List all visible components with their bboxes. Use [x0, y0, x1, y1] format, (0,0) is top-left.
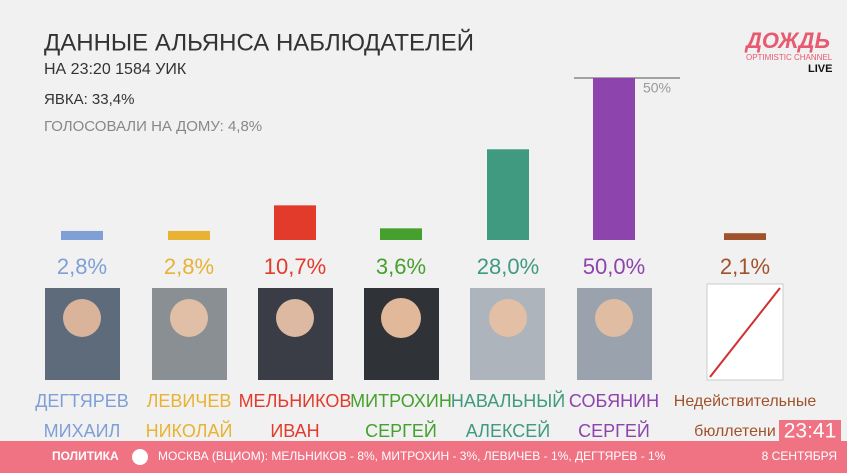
- ticker-date: 8 СЕНТЯБРЯ: [762, 449, 837, 463]
- category-label: НИКОЛАЙ: [146, 420, 233, 441]
- turnout: ЯВКА: 33,4%: [44, 91, 134, 108]
- category-label: ДЕГТЯРЕВ: [35, 391, 129, 411]
- ballot-cross: [709, 287, 781, 378]
- value-label: 28,0%: [477, 254, 539, 279]
- value-label: 2,8%: [164, 254, 214, 279]
- photo-face: [63, 299, 101, 337]
- ticker-section: ПОЛИТИКА: [52, 449, 119, 463]
- bar: [274, 205, 316, 240]
- category-label: бюллетени: [694, 423, 776, 440]
- home-vote: ГОЛОСОВАЛИ НА ДОМУ: 4,8%: [44, 118, 262, 135]
- bar: [61, 230, 103, 240]
- value-label: 3,6%: [376, 254, 426, 279]
- category-label: ЛЕВИЧЕВ: [147, 391, 232, 411]
- bar: [593, 78, 635, 240]
- value-label: 10,7%: [264, 254, 326, 279]
- photo-face: [276, 299, 314, 337]
- value-label: 50,0%: [583, 254, 645, 279]
- category-label: СЕРГЕЙ: [578, 420, 650, 441]
- category-label: МИТРОХИН: [350, 391, 452, 411]
- bar: [724, 233, 766, 240]
- logo: ДОЖДЬ: [744, 28, 830, 53]
- ticker-text: МОСКВА (ВЦИОМ): МЕЛЬНИКОВ - 8%, МИТРОХИН…: [158, 449, 666, 463]
- category-label: ИВАН: [270, 421, 319, 441]
- chart-subtitle: НА 23:20 1584 УИК: [44, 61, 187, 78]
- photos: [45, 283, 784, 381]
- category-label: СОБЯНИН: [569, 391, 659, 411]
- live-badge: LIVE: [808, 63, 832, 75]
- category-label: АЛЕКСЕЙ: [466, 420, 550, 441]
- photo-face: [489, 299, 527, 337]
- reference-label: 50%: [643, 80, 671, 96]
- category-label: СЕРГЕЙ: [365, 420, 437, 441]
- bar: [380, 228, 422, 240]
- photo-face: [170, 299, 208, 337]
- clock-box: [779, 420, 841, 442]
- value-label: 2,1%: [720, 254, 770, 279]
- photo-face: [381, 298, 421, 338]
- category-label: МИХАИЛ: [44, 421, 121, 441]
- logo-sub: OPTIMISTIC CHANNEL: [746, 53, 833, 62]
- category-label: Недействительные: [674, 393, 817, 410]
- clock: 23:41: [784, 420, 837, 443]
- category-label: МЕЛЬНИКОВ: [239, 391, 352, 411]
- bar: [487, 149, 529, 240]
- bar: [168, 230, 210, 240]
- value-label: 2,8%: [57, 254, 107, 279]
- photo-face: [595, 299, 633, 337]
- category-label: НАВАЛЬНЫЙ: [451, 390, 565, 411]
- ticker-icon: [132, 449, 148, 465]
- chart-title: ДАННЫЕ АЛЬЯНСА НАБЛЮДАТЕЛЕЙ: [44, 28, 474, 56]
